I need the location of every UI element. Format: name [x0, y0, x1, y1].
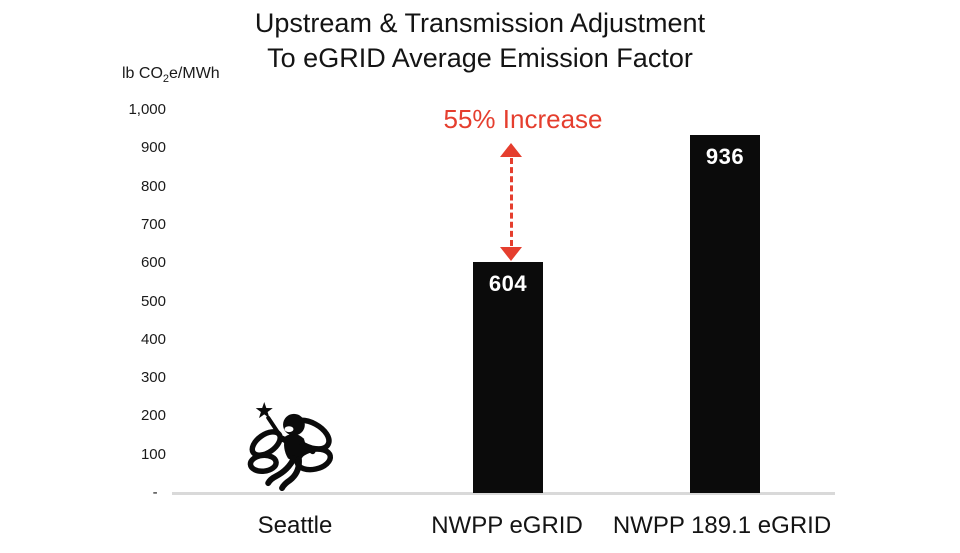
bar-value-label: 936 — [705, 144, 745, 169]
increase-dashed-arrow — [499, 143, 523, 261]
chart-title-line2: To eGRID Average Emission Factor — [267, 43, 693, 73]
bar-value-label: 604 — [488, 271, 528, 296]
x-label-nwpp-egrid: NWPP eGRID — [431, 512, 583, 539]
fairy-icon — [247, 401, 334, 492]
arrow-up-head-icon — [500, 143, 522, 157]
y-unit-prefix: lb CO — [122, 65, 163, 82]
arrow-dashed-line — [509, 158, 513, 246]
y-tick-label: - — [152, 484, 166, 501]
increase-annotation-label: 55% Increase — [443, 104, 603, 134]
x-label-seattle: Seattle — [257, 512, 333, 539]
chart-title: Upstream & Transmission Adjustment To eG… — [0, 6, 960, 76]
bar-nwpp-1891-egrid: 936 — [690, 135, 760, 493]
y-tick-label: 900 — [140, 139, 166, 157]
y-tick-label: 100 — [140, 445, 166, 463]
y-tick-label: 500 — [140, 292, 166, 310]
y-tick-label: 700 — [140, 215, 166, 233]
chart-title-line1: Upstream & Transmission Adjustment — [254, 8, 706, 38]
y-tick-label: 1,000 — [128, 101, 166, 118]
x-label-nwpp-1891-egrid: NWPP 189.1 eGRID — [612, 512, 832, 539]
bar-nwpp-egrid: 604 — [473, 262, 543, 493]
y-tick-label: 200 — [140, 407, 166, 425]
y-tick-label: 300 — [140, 369, 166, 387]
y-tick-label: 600 — [140, 254, 166, 272]
x-axis-line — [172, 492, 835, 495]
y-unit-subscript: 2 — [162, 73, 170, 86]
y-tick-label: 400 — [140, 330, 166, 348]
y-unit-suffix: e/MWh — [169, 65, 220, 82]
y-tick-label: 800 — [140, 177, 166, 195]
arrow-down-head-icon — [500, 247, 522, 261]
y-axis-unit-label: lb CO2e/MWh — [122, 65, 220, 86]
